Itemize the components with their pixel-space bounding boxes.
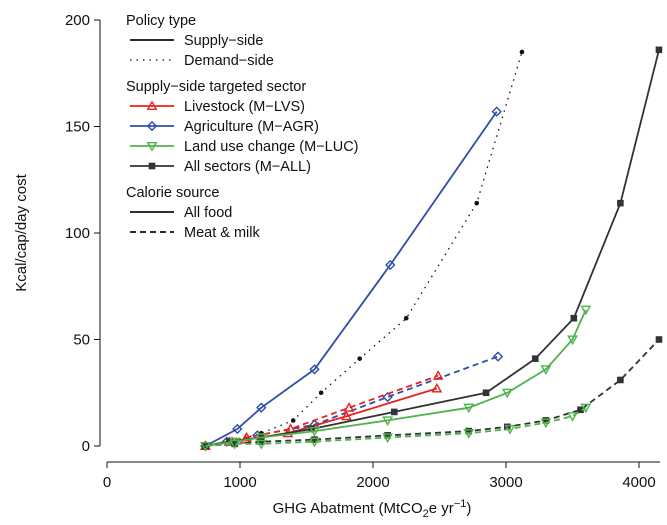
legend-sector-3-label: All sectors (M−ALL) (184, 159, 311, 175)
data-point (580, 403, 592, 414)
data-point (200, 441, 211, 452)
series-layer (200, 46, 663, 452)
data-point (256, 402, 267, 413)
data-point (390, 408, 398, 416)
legend-sector-2-marker (146, 141, 158, 152)
data-point (385, 259, 396, 271)
data-point (255, 433, 267, 444)
x-tick-label: 3000 (489, 474, 522, 491)
data-point (474, 200, 480, 206)
data-point (382, 391, 393, 403)
x-axis-label-sup: −1 (454, 498, 467, 510)
data-point (580, 305, 592, 316)
series-line (205, 309, 587, 447)
y-tick-label: 100 (65, 225, 90, 242)
legend-policy-0-label: Supply−side (184, 33, 263, 49)
x-axis-label-close: ) (466, 500, 471, 517)
legend-sector-1-marker (146, 120, 158, 132)
legend-sector-0-label: Livestock (M−LVS) (184, 99, 305, 115)
series-line (205, 338, 660, 447)
legend-title-policy: Policy type (126, 13, 196, 29)
data-point (542, 417, 550, 424)
data-point (567, 335, 578, 346)
data-point (357, 356, 363, 361)
data-point (431, 382, 443, 393)
data-point (309, 427, 320, 437)
legend-sector-3-marker (148, 162, 156, 170)
data-point (403, 315, 409, 321)
x-axis-label-main: GHG Abatment (MtCO (273, 500, 423, 517)
legend-title-calorie: Calorie source (126, 185, 220, 201)
x-tick-label: 1000 (223, 474, 256, 491)
x-tick-label: 0 (103, 474, 111, 491)
series-8 (200, 403, 592, 452)
data-point (570, 314, 578, 322)
data-point (257, 438, 265, 446)
y-axis-label: Kcal/cap/day cost (13, 173, 30, 291)
legend-policy-1-label: Demand−side (184, 53, 274, 69)
data-point (655, 336, 663, 343)
data-point (318, 390, 324, 396)
data-point (432, 370, 444, 380)
series-line (205, 355, 499, 447)
data-point (465, 427, 473, 435)
legend-sector-0-marker (146, 100, 158, 111)
data-point (309, 364, 320, 375)
x-axis-label-rest: e yr (429, 500, 454, 517)
legend-calorie-0-label: All food (184, 205, 232, 221)
data-point (232, 423, 243, 435)
y-tick-label: 0 (82, 438, 90, 455)
y-tick-label: 50 (73, 332, 90, 349)
data-point (567, 412, 578, 422)
data-point (491, 106, 502, 117)
data-point (504, 424, 516, 435)
data-point (341, 410, 352, 421)
x-tick-label: 2000 (356, 474, 389, 491)
data-point (384, 432, 391, 439)
legend: Policy type Supply−side Demand−side Supply−… (126, 13, 359, 241)
series-line (204, 111, 498, 447)
data-point (290, 418, 296, 423)
y-tick-label: 200 (65, 12, 90, 29)
data-point (617, 376, 624, 384)
legend-sector-1-label: Agriculture (M−AGR) (184, 119, 319, 135)
data-point (463, 403, 475, 414)
data-point (311, 436, 318, 443)
legend-title-sector: Supply−side targeted sector (126, 79, 306, 95)
data-point (577, 406, 584, 414)
series-6 (200, 305, 592, 452)
data-point (531, 355, 539, 362)
data-point (504, 423, 511, 431)
data-point (540, 418, 552, 429)
data-point (255, 439, 267, 450)
data-point (343, 402, 355, 412)
x-tick-label: 4000 (622, 474, 655, 491)
series-1 (200, 106, 502, 452)
legend-calorie-1-label: Meat & milk (184, 225, 260, 241)
data-point (231, 440, 238, 448)
data-point (308, 425, 316, 433)
data-point (309, 437, 320, 448)
data-point (519, 49, 525, 55)
data-point (617, 199, 624, 207)
data-point (382, 433, 394, 444)
data-point (540, 365, 552, 375)
data-point (382, 416, 394, 427)
data-point (655, 46, 663, 54)
data-point (482, 389, 490, 397)
series-7 (202, 336, 663, 450)
data-point (492, 351, 504, 362)
y-tick-label: 150 (65, 119, 90, 136)
data-point (463, 429, 475, 439)
data-point (229, 439, 241, 450)
series-2 (200, 351, 504, 452)
data-point (501, 388, 513, 399)
series-line (205, 406, 587, 447)
x-axis-label: GHG Abatment (MtCO2e yr−1) (273, 498, 472, 520)
x-axis-label-sub: 2 (423, 508, 429, 520)
legend-sector-2-label: Land use change (M−LUC) (184, 139, 359, 155)
